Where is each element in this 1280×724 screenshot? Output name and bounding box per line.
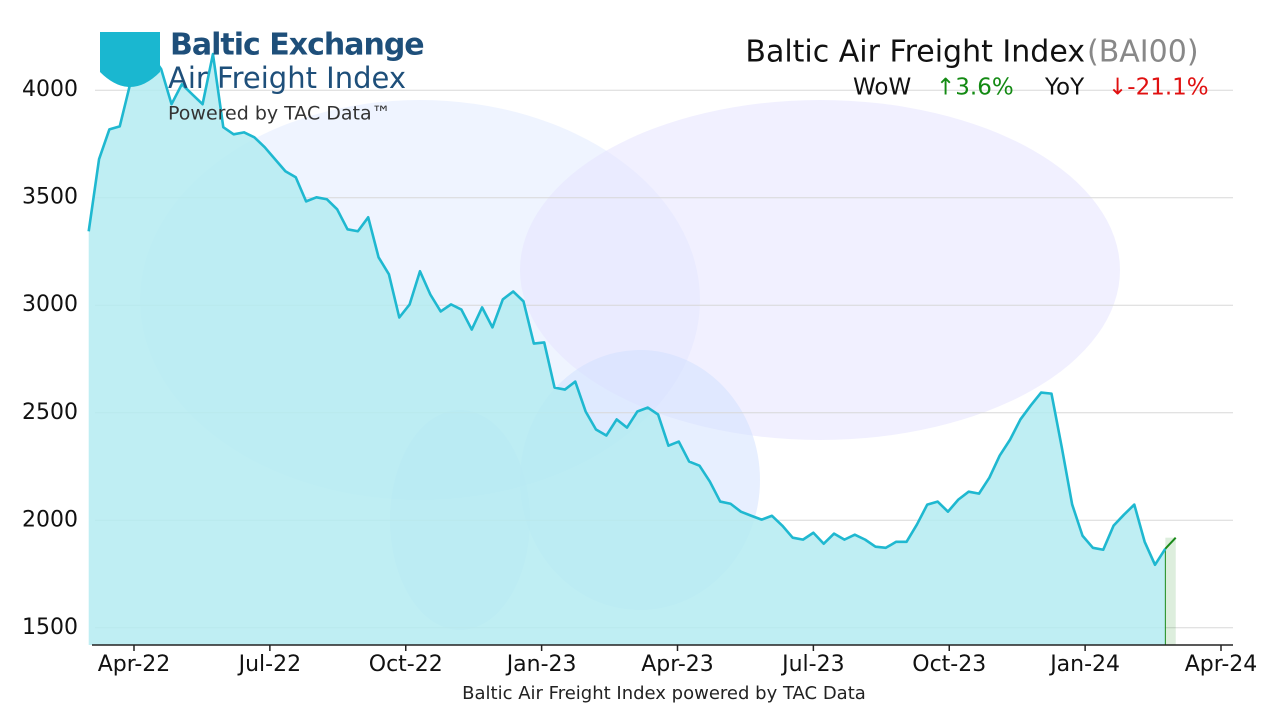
logo-product: Air Freight Index [168, 61, 406, 95]
x-tick-label: Apr-23 [641, 652, 714, 677]
yoy-value: ↓-21.1% [1108, 75, 1209, 101]
y-tick-label: 3500 [22, 185, 78, 210]
yoy-label: YoY [1044, 75, 1085, 101]
y-tick-label: 3000 [22, 292, 78, 317]
wow-label: WoW [853, 75, 911, 101]
x-tick-label: Apr-24 [1185, 652, 1258, 677]
y-tick-label: 2000 [22, 507, 78, 532]
logo-powered: Powered by TAC Data™ [168, 103, 391, 125]
latest-shade [1165, 537, 1176, 645]
x-tick-label: Jan-24 [1048, 652, 1120, 677]
x-tick-label: Apr-22 [98, 652, 171, 677]
y-tick-label: 2500 [22, 400, 78, 425]
area-fill [88, 44, 1166, 645]
logo: Baltic Exchange Air Freight Index Powere… [100, 28, 425, 125]
y-tick-label: 1500 [22, 615, 78, 640]
chart-title: Baltic Air Freight Index [745, 35, 1085, 70]
y-tick-label: 4000 [22, 77, 78, 102]
x-tick-label: Jan-23 [505, 652, 577, 677]
x-tick-label: Oct-22 [369, 652, 443, 677]
index-code: (BAI00) [1087, 35, 1199, 70]
line [87, 42, 1167, 567]
x-axis-label: Baltic Air Freight Index powered by TAC … [462, 683, 866, 704]
x-tick-label: Jul-22 [237, 652, 301, 677]
x-tick-label: Oct-23 [912, 652, 986, 677]
x-tick-label: Jul-23 [780, 652, 844, 677]
logo-name: Baltic Exchange [170, 28, 424, 63]
wow-value: ↑3.6% [936, 75, 1014, 101]
latest-line [1164, 537, 1177, 550]
logo-shield [100, 32, 160, 87]
plot: 1500 2000 2500 3000 3500 4000 Apr-22 Jul-22 Oct-… [22, 42, 1258, 677]
